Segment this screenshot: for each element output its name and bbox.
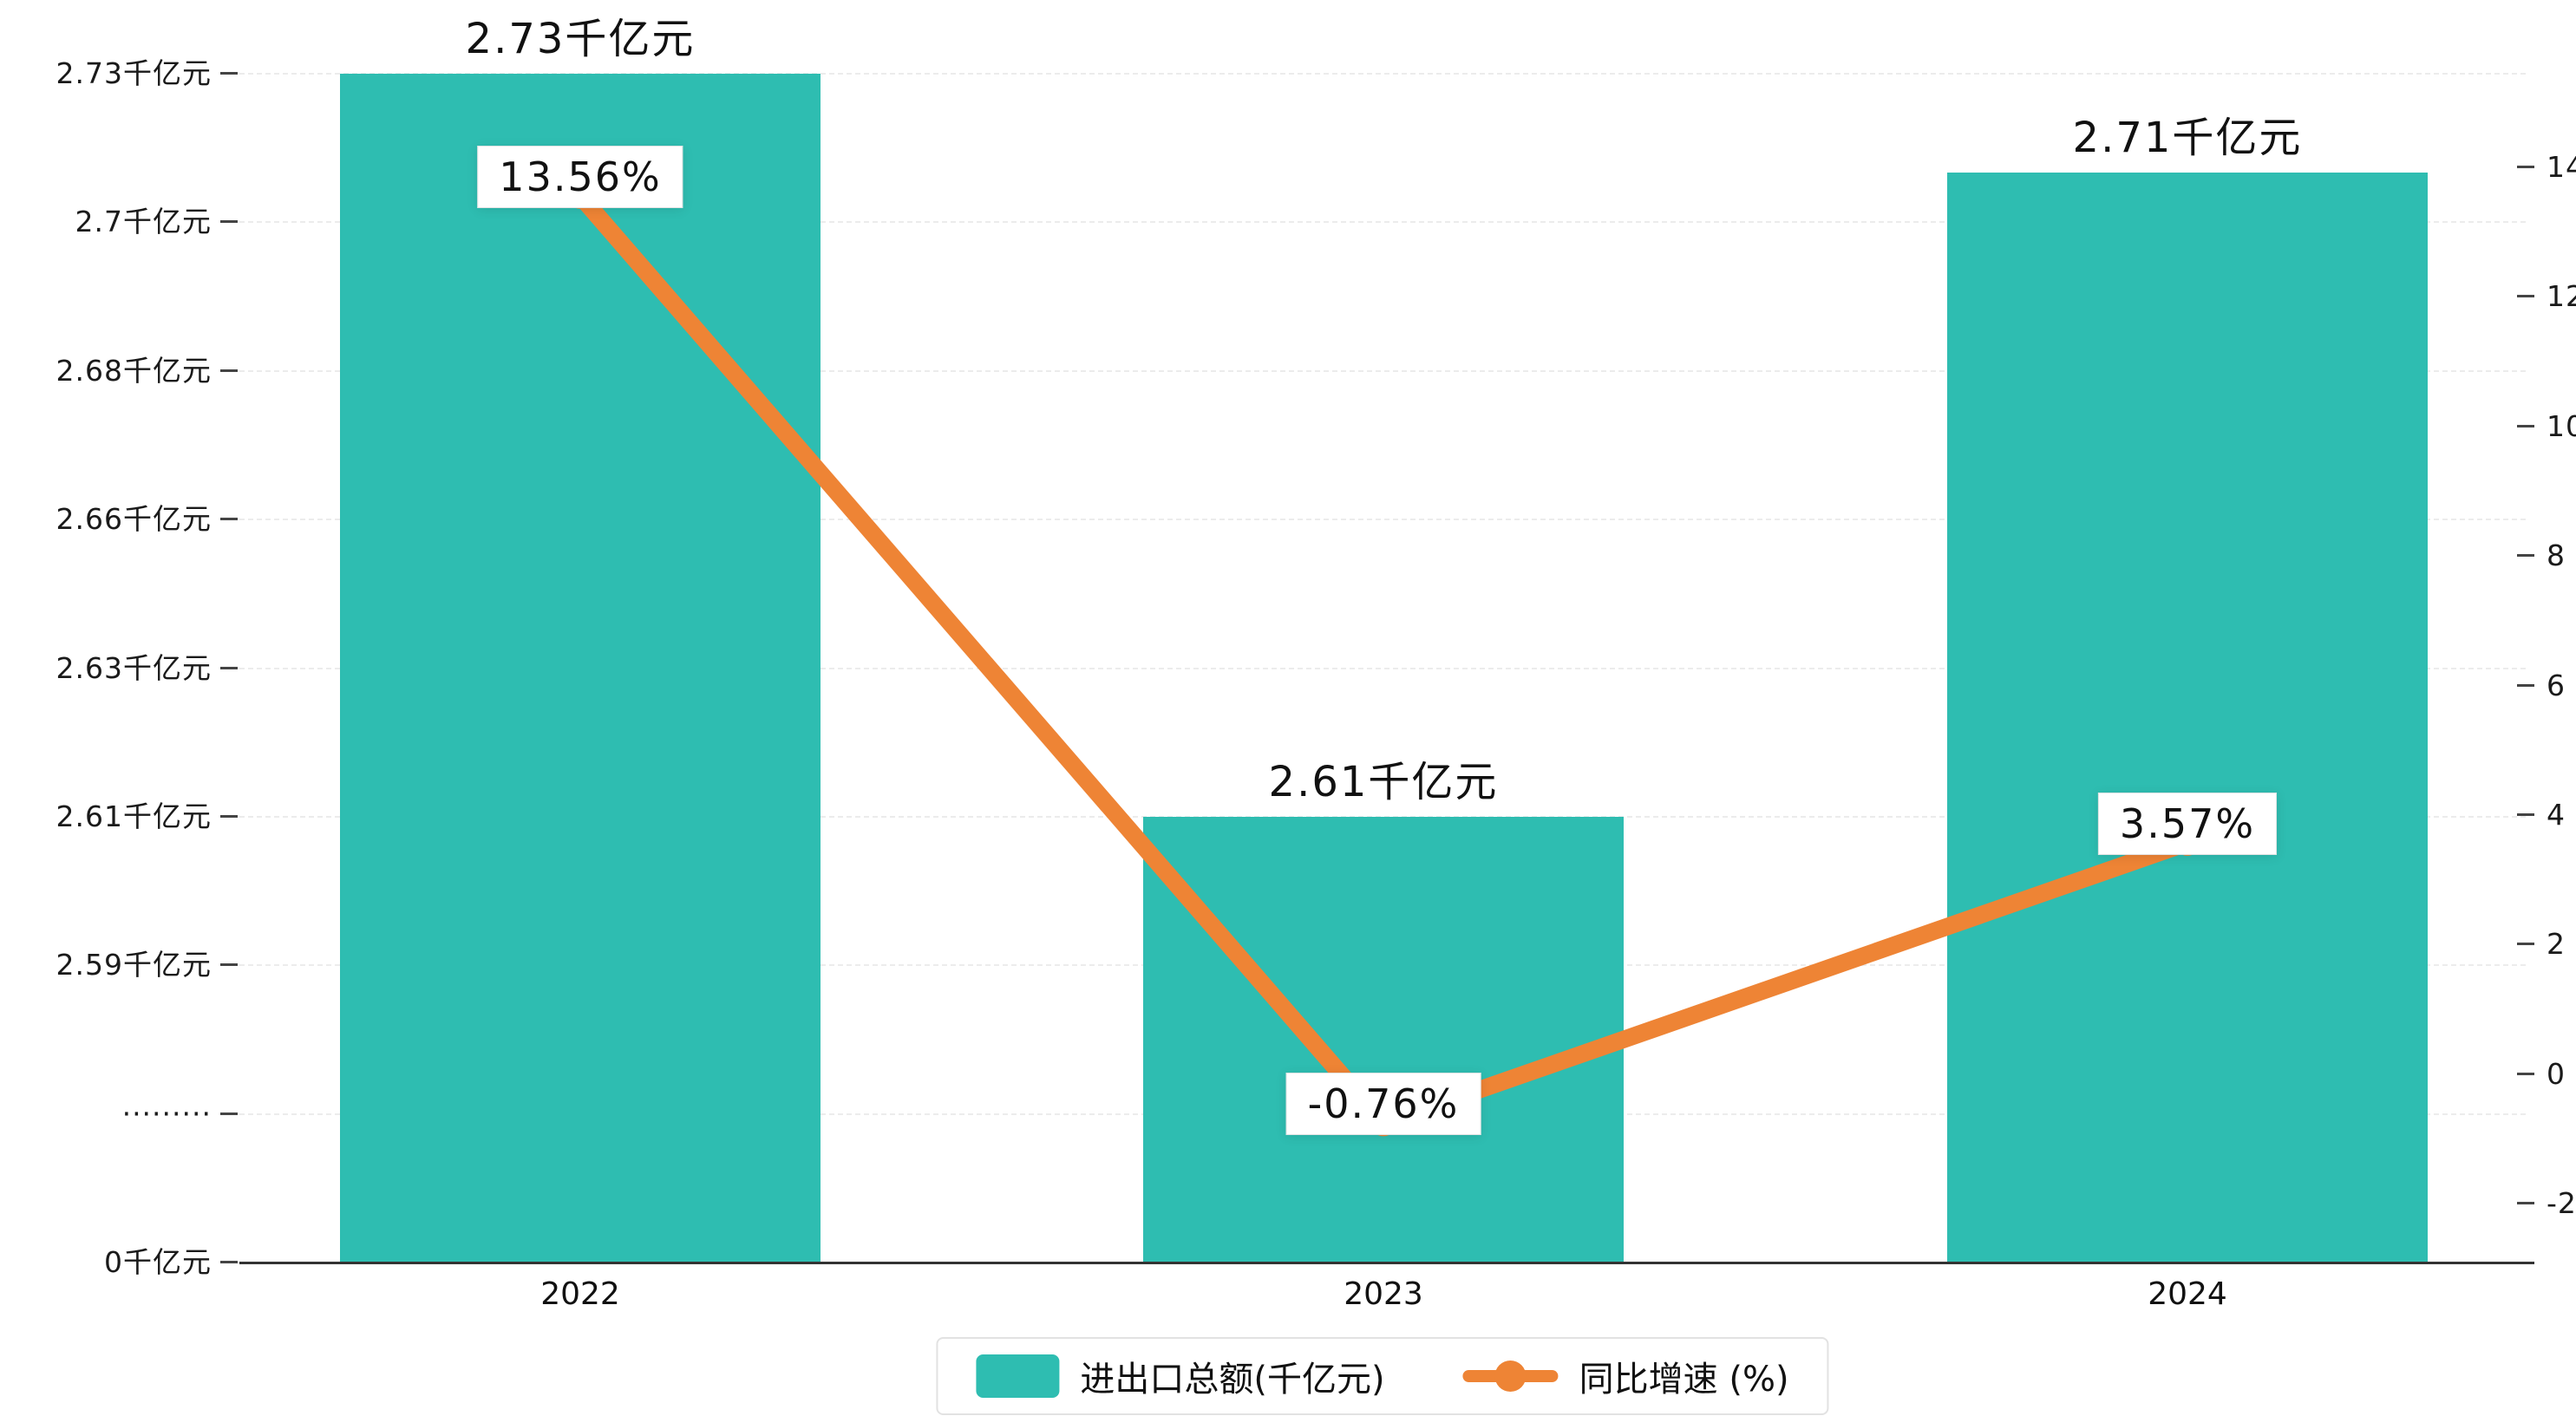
left-axis-tick-label: 2.63千亿元 [56, 650, 212, 685]
line-series-marker [1462, 1361, 1559, 1392]
right-axis-tick [2517, 812, 2534, 816]
left-axis-tick [220, 72, 238, 75]
legend: 进出口总额(千亿元) 同比增速 (%) [936, 1337, 1829, 1415]
bar-2022 [340, 74, 821, 1263]
right-axis-tick-label: 14 [2547, 150, 2576, 184]
x-axis-label: 2024 [2148, 1276, 2227, 1312]
right-axis-tick [2517, 424, 2534, 427]
bar-value-label: 2.71千亿元 [2072, 114, 2303, 163]
legend-item-imports-exports[interactable]: 进出口总额(千亿元) [976, 1351, 1385, 1401]
line-series-dot [1494, 1361, 1527, 1392]
left-axis-tick [220, 369, 238, 372]
left-axis-tick [220, 1112, 238, 1115]
right-axis-tick-label: -2 [2547, 1186, 2576, 1220]
x-axis-label: 2023 [1344, 1276, 1423, 1312]
left-axis-tick-label: 2.68千亿元 [56, 353, 212, 388]
right-axis-tick-label: 6 [2547, 668, 2566, 702]
bar-value-label: 2.61千亿元 [1268, 757, 1499, 806]
left-axis-tick [220, 1261, 238, 1263]
right-axis-tick [2517, 295, 2534, 298]
right-axis-tick-label: 10 [2547, 408, 2576, 443]
growth-value-label: -0.76% [1285, 1073, 1481, 1136]
left-axis-tick [220, 220, 238, 224]
left-axis-tick-label: 2.73千亿元 [56, 56, 212, 90]
growth-value-label: 13.56% [477, 145, 683, 208]
right-axis-tick-label: 8 [2547, 538, 2566, 573]
left-axis-tick-label: 2.61千亿元 [56, 799, 212, 833]
right-axis-tick-label: 4 [2547, 797, 2566, 832]
bar-value-label: 2.73千亿元 [465, 15, 696, 63]
bar-series-swatch [976, 1354, 1060, 1398]
right-axis-tick-label: 2 [2547, 927, 2566, 962]
x-axis-label: 2022 [540, 1276, 620, 1312]
right-axis-tick [2517, 683, 2534, 687]
left-axis-tick [220, 518, 238, 521]
growth-value-label: 3.57% [2097, 792, 2278, 855]
x-axis-line [239, 1262, 2534, 1264]
left-axis-tick-label: 2.66千亿元 [56, 502, 212, 537]
right-axis-tick [2517, 166, 2534, 168]
legend-label-bar: 进出口总额(千亿元) [1080, 1360, 1385, 1400]
left-axis-tick [220, 963, 238, 967]
right-axis-tick [2517, 554, 2534, 558]
left-axis-tick-label: 0千亿元 [104, 1245, 212, 1279]
right-axis-tick-label: 12 [2547, 279, 2576, 314]
left-axis-tick [220, 814, 238, 818]
right-axis-tick [2517, 1202, 2534, 1204]
left-axis-tick-label: ········· [121, 1096, 212, 1131]
bar-2024 [1947, 173, 2428, 1263]
legend-item-growth[interactable]: 同比增速 (%) [1462, 1351, 1789, 1401]
right-axis-tick-label: 0 [2547, 1056, 2566, 1091]
left-axis-tick [220, 666, 238, 669]
right-axis-tick [2517, 1072, 2534, 1075]
gridline [239, 73, 2526, 75]
right-axis-tick [2517, 943, 2534, 946]
left-axis-tick-label: 2.7千亿元 [75, 205, 212, 239]
bar-2023 [1143, 816, 1624, 1263]
legend-label-line: 同比增速 (%) [1579, 1360, 1789, 1400]
left-axis-tick-label: 2.59千亿元 [56, 948, 212, 982]
